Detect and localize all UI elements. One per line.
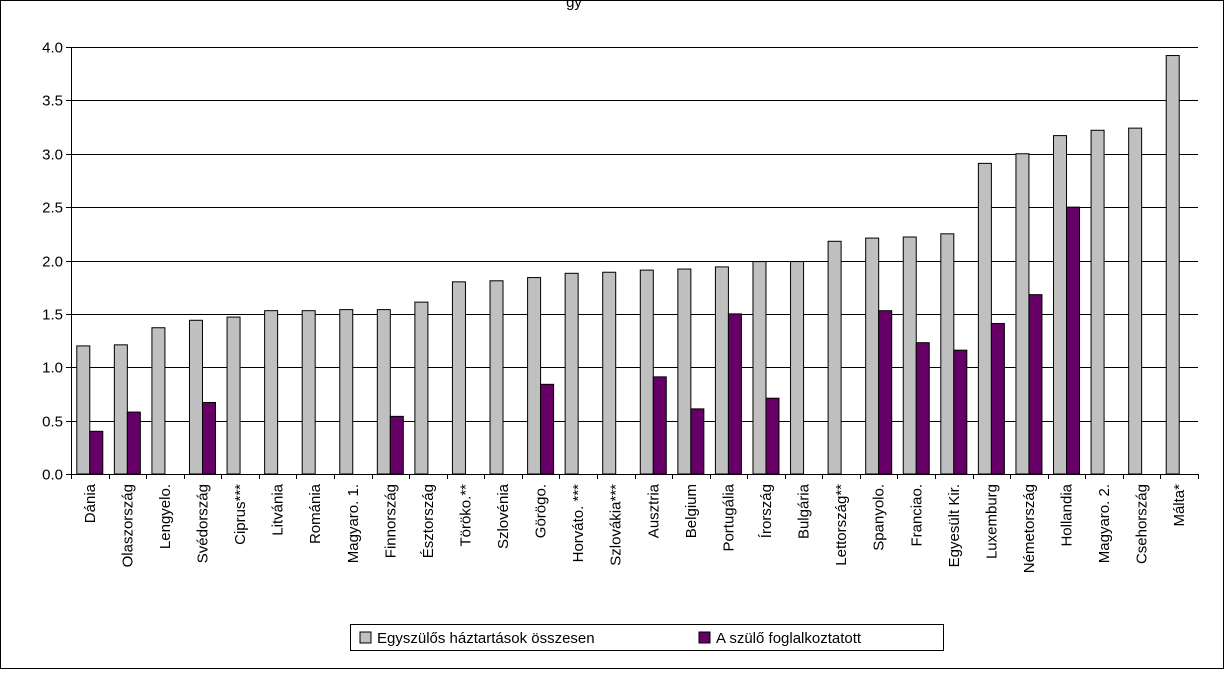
x-category-label: Hollandia [1059, 483, 1076, 546]
bar-total [602, 271, 617, 475]
x-category-label: Ciprus*** [232, 484, 249, 545]
x-category-label: Magyaro. 1. [345, 484, 362, 563]
x-category-label: Görögo. [533, 484, 550, 538]
x-category-label: Magyaro. 2. [1096, 484, 1113, 563]
bar-employed [990, 322, 1005, 475]
bar-total [564, 272, 579, 475]
x-category-label: Egyesült Kir. [946, 484, 963, 567]
bar-employed [953, 349, 968, 475]
legend-label: Egyszülős háztartások összesen [377, 630, 595, 647]
x-category-label: Németország [1021, 484, 1038, 573]
y-tick-label: 1.0 [42, 360, 63, 377]
bar-total [1090, 129, 1105, 475]
y-tick-label: 0.0 [42, 467, 63, 484]
bar-total [639, 269, 654, 475]
plot-area [71, 47, 1198, 474]
x-category-label: Horváto. *** [570, 484, 587, 563]
bar-total [489, 280, 504, 475]
x-category-label: Töröko.** [457, 484, 474, 547]
bar-total [188, 319, 203, 475]
bar-total [865, 237, 880, 475]
bar-employed [652, 376, 667, 475]
bar-total [151, 327, 166, 475]
grid-layer [71, 47, 1198, 475]
bar-total [940, 233, 955, 475]
bar-employed [89, 430, 104, 475]
x-category-label: Franciao. [908, 484, 925, 547]
x-category-label: Málta* [1171, 484, 1188, 527]
bar-employed [690, 408, 705, 475]
bar-total [1165, 55, 1180, 475]
bar-employed [915, 342, 930, 475]
bar-employed [727, 313, 742, 475]
x-category-label: Luxemburg [983, 484, 1000, 559]
y-tick-label: 2.0 [42, 254, 63, 271]
bar-employed [1028, 294, 1043, 475]
y-tick-label: 2.5 [42, 200, 63, 217]
x-category-label: Belgium [683, 484, 700, 538]
bar-total [827, 240, 842, 475]
y-tick-label: 3.0 [42, 147, 63, 164]
bar-employed [1066, 206, 1081, 475]
legend-label: A szülő foglalkoztatott [716, 630, 862, 647]
bar-total [752, 261, 767, 475]
x-category-label: Szlovénia [495, 483, 512, 549]
bar-total [714, 266, 729, 475]
bars-layer [76, 55, 1180, 475]
bar-total [1015, 153, 1030, 475]
x-category-label: Lengyelo. [157, 484, 174, 549]
legend-swatch [359, 631, 372, 644]
x-category-label: Litvánia [270, 483, 287, 535]
header-title-fragment: gy [566, 0, 582, 11]
bar-total [790, 261, 805, 475]
x-category-label: Csehország [1134, 484, 1151, 564]
bar-total [977, 162, 992, 475]
legend-swatch [698, 631, 711, 644]
x-category-label: Spanyolo. [871, 484, 888, 551]
y-tick-label: 4.0 [42, 40, 63, 57]
x-category-label: Ausztria [645, 483, 662, 538]
x-category-label: Szlovákia*** [608, 484, 625, 566]
x-category-label: Románia [307, 483, 324, 544]
bar-employed [540, 383, 555, 475]
x-category-label: Lettország** [833, 484, 850, 566]
y-tick-label: 1.5 [42, 307, 63, 324]
bar-employed [201, 401, 216, 475]
bar-total [226, 316, 241, 475]
bar-total [113, 344, 128, 475]
bar-employed [389, 415, 404, 475]
y-tick-label: 3.5 [42, 93, 63, 110]
legend-box [350, 624, 944, 651]
x-category-label: Bulgária [796, 483, 813, 539]
bar-total [376, 309, 391, 475]
bar-total [339, 309, 354, 475]
bar-total [264, 310, 279, 475]
x-category-label: Olaszország [119, 484, 136, 567]
bar-employed [878, 310, 893, 475]
bar-total [76, 345, 91, 475]
x-category-label: Írország [758, 484, 775, 538]
bar-total [677, 268, 692, 475]
bar-total [902, 236, 917, 475]
y-tick-label: 0.5 [42, 414, 63, 431]
bar-employed [765, 397, 780, 475]
x-category-label: Svédország [194, 484, 211, 563]
bar-total [301, 310, 316, 475]
x-category-label: Portugália [720, 483, 737, 551]
bar-total [1128, 127, 1143, 475]
bar-total [451, 281, 466, 475]
x-category-label: Finnország [382, 484, 399, 558]
x-category-label: Észtország [420, 484, 437, 558]
legend: Egyszülős háztartások összesen A szülő fo… [350, 624, 944, 651]
bar-employed [126, 411, 141, 475]
axis-layer: 0.0 0.5 1.0 1.5 2.0 2.5 3.0 3.5 4.0 Dánia Olaszors… [42, 40, 1199, 573]
x-category-label: Dánia [82, 483, 99, 523]
bar-total [414, 301, 429, 475]
bar-total [527, 277, 542, 475]
bar-total [1053, 135, 1068, 475]
